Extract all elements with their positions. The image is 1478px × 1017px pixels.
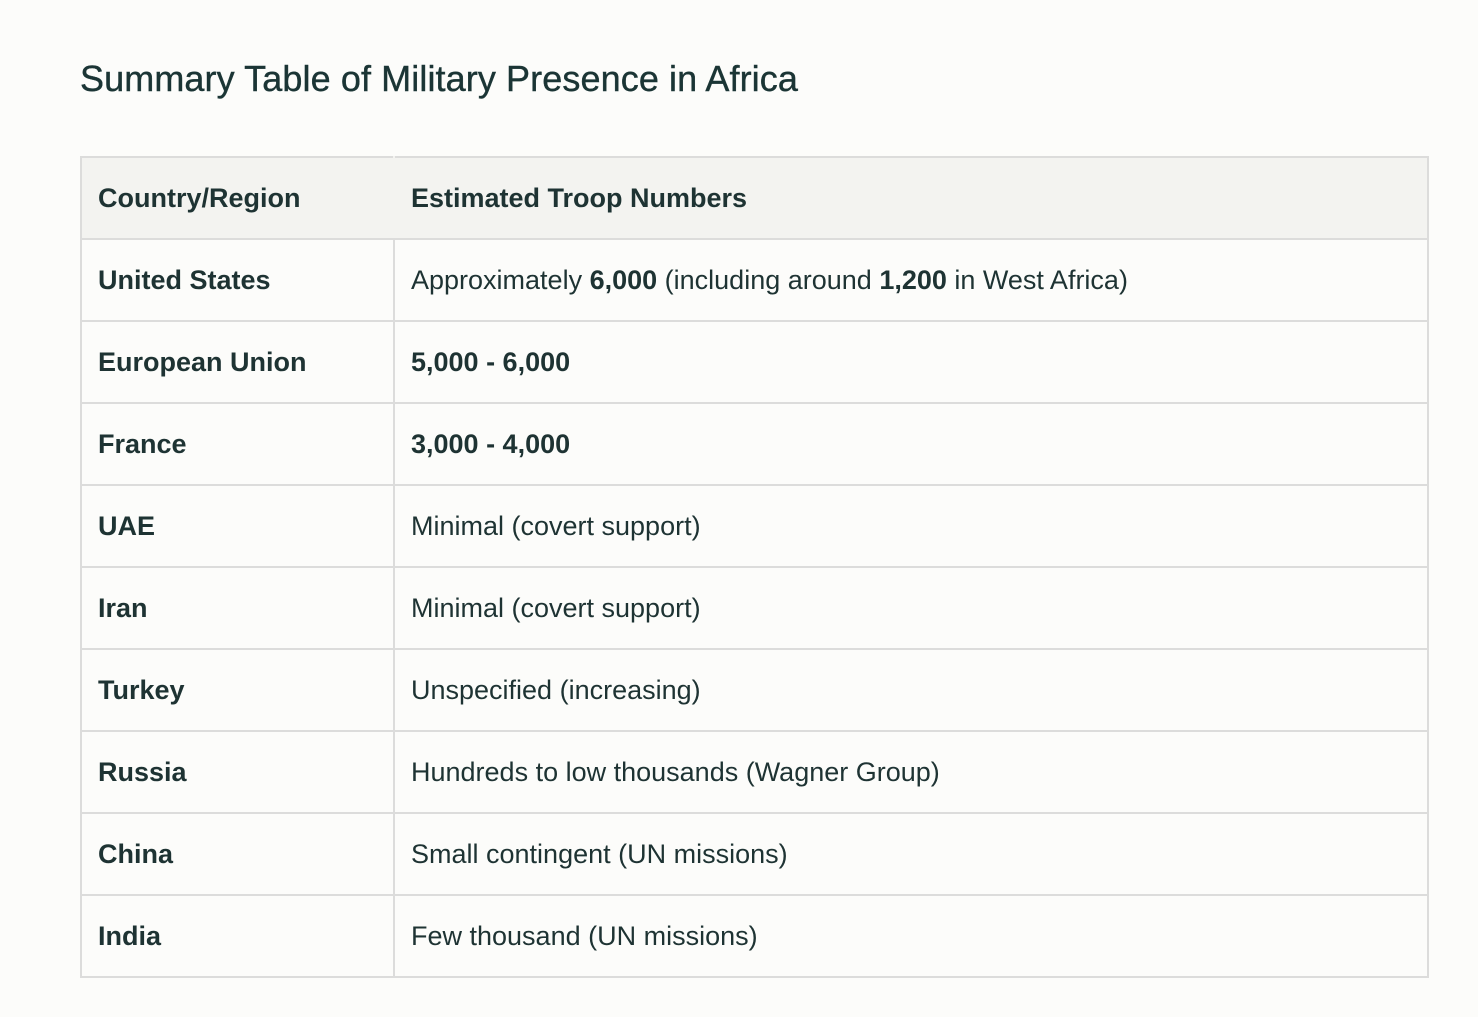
- country-cell: European Union: [80, 320, 395, 404]
- country-cell: United States: [80, 238, 395, 322]
- military-presence-table: Country/Region Estimated Troop Numbers U…: [80, 156, 1429, 978]
- troop-number-text: Small contingent (UN missions): [411, 838, 788, 869]
- troop-numbers-cell: Hundreds to low thousands (Wagner Group): [393, 730, 1429, 814]
- table-row: UAE Minimal (covert support): [80, 484, 1429, 568]
- troop-numbers-cell: Few thousand (UN missions): [393, 894, 1429, 978]
- troop-number-text: Hundreds to low thousands (Wagner Group): [411, 756, 940, 787]
- country-cell: Iran: [80, 566, 395, 650]
- country-cell: India: [80, 894, 395, 978]
- country-cell: Russia: [80, 730, 395, 814]
- troop-number-text: Unspecified (increasing): [411, 674, 701, 705]
- table-row: European Union 5,000 - 6,000: [80, 320, 1429, 404]
- header-country-region: Country/Region: [80, 156, 395, 240]
- table-row: Russia Hundreds to low thousands (Wagner …: [80, 730, 1429, 814]
- troop-numbers-cell: Approximately 6,000 (including around 1,…: [393, 238, 1429, 322]
- table-row: Turkey Unspecified (increasing): [80, 648, 1429, 732]
- troop-numbers-cell: Minimal (covert support): [393, 566, 1429, 650]
- troop-number-text: Minimal (covert support): [411, 510, 701, 541]
- country-cell: Turkey: [80, 648, 395, 732]
- country-cell: China: [80, 812, 395, 896]
- troop-numbers-cell: Unspecified (increasing): [393, 648, 1429, 732]
- troop-numbers-cell: Small contingent (UN missions): [393, 812, 1429, 896]
- country-cell: France: [80, 402, 395, 486]
- table-row: United States Approximately 6,000 (includ…: [80, 238, 1429, 322]
- troop-number-text: Approximately: [411, 264, 590, 295]
- troop-number-emphasis: 1,200: [879, 264, 947, 295]
- table-row: Iran Minimal (covert support): [80, 566, 1429, 650]
- troop-number-text: (including around: [657, 264, 880, 295]
- page-title: Summary Table of Military Presence in Af…: [80, 58, 799, 99]
- troop-number-text: Few thousand (UN missions): [411, 920, 758, 951]
- troop-number-text: Minimal (covert support): [411, 592, 701, 623]
- troop-numbers-cell: 3,000 - 4,000: [393, 402, 1429, 486]
- header-row: Country/Region Estimated Troop Numbers: [80, 156, 1429, 240]
- troop-numbers-cell: Minimal (covert support): [393, 484, 1429, 568]
- table-header: Country/Region Estimated Troop Numbers: [80, 156, 1429, 240]
- troop-numbers-cell: 5,000 - 6,000: [393, 320, 1429, 404]
- troop-number-emphasis: 6,000: [589, 264, 658, 295]
- table-row: India Few thousand (UN missions): [80, 894, 1429, 978]
- header-estimated-troop-numbers: Estimated Troop Numbers: [393, 156, 1429, 240]
- table-row: China Small contingent (UN missions): [80, 812, 1429, 896]
- table-row: France 3,000 - 4,000: [80, 402, 1429, 486]
- troop-number-emphasis: 3,000 - 4,000: [411, 428, 571, 459]
- troop-number-emphasis: 5,000 - 6,000: [411, 346, 571, 377]
- troop-number-text: in West Africa): [946, 264, 1128, 295]
- country-cell: UAE: [80, 484, 395, 568]
- table-body: United States Approximately 6,000 (includ…: [80, 238, 1429, 978]
